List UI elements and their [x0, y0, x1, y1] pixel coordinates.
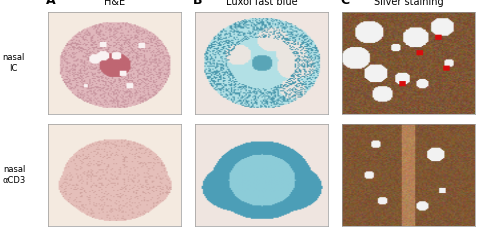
- Text: nasal
αCD3: nasal αCD3: [2, 165, 25, 185]
- Text: Luxol fast blue: Luxol fast blue: [226, 0, 298, 7]
- Text: nasal
IC: nasal IC: [2, 53, 25, 73]
- Text: Silver staining: Silver staining: [374, 0, 444, 7]
- Text: H&E: H&E: [104, 0, 125, 7]
- Text: C: C: [340, 0, 349, 7]
- Text: A: A: [46, 0, 55, 7]
- Text: B: B: [193, 0, 202, 7]
